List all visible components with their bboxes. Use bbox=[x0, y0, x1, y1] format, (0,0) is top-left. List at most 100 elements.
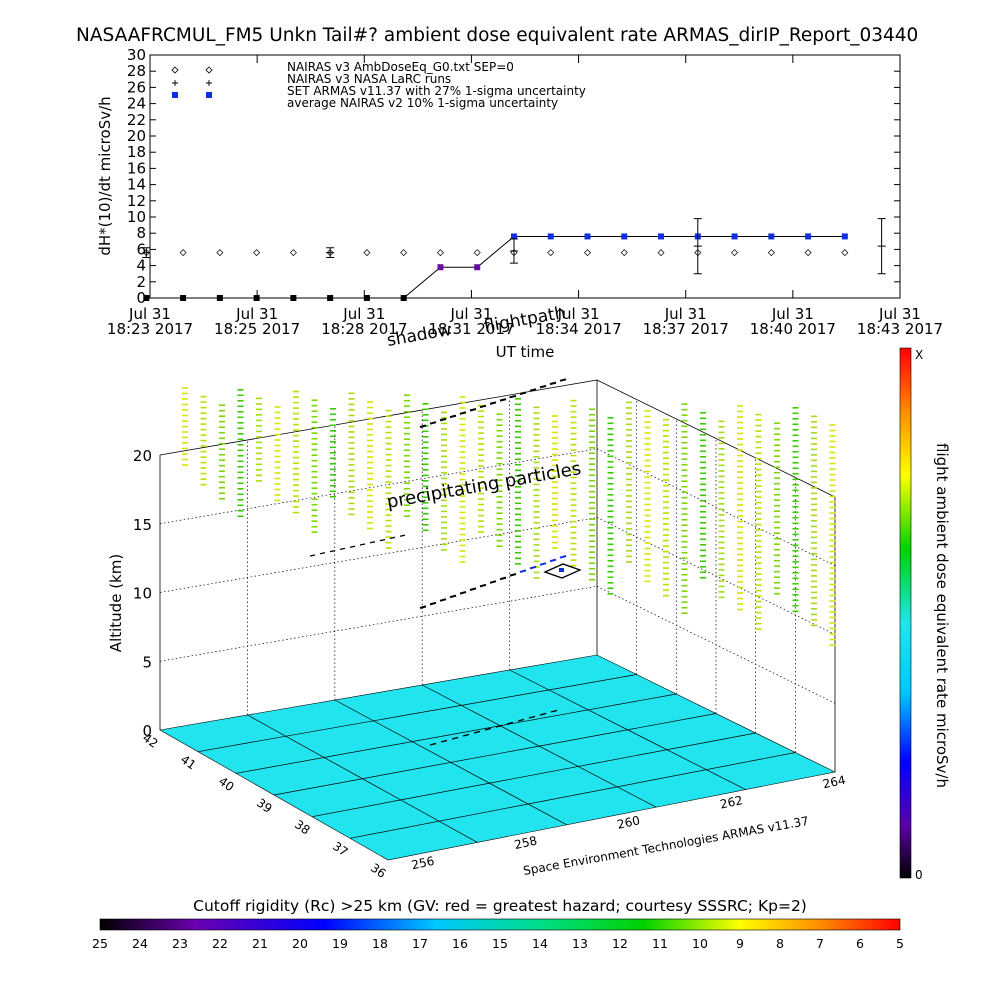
longitude-tick-label: 258 bbox=[513, 834, 538, 852]
x-tick-label-date: Jul 31 bbox=[878, 305, 921, 323]
shadow-path-mark bbox=[509, 394, 517, 399]
floor-track-mark bbox=[495, 724, 503, 728]
y-tick-label: 8 bbox=[136, 224, 146, 242]
precipitating-particles-dots bbox=[182, 387, 836, 646]
altitude-tick-label: 15 bbox=[133, 516, 152, 534]
x-tick-label-date: Jul 31 bbox=[771, 305, 814, 323]
floor-grid-line bbox=[235, 693, 677, 774]
error-bar bbox=[693, 218, 702, 275]
nairas-diamond-point bbox=[253, 249, 261, 257]
bottom-colorbar-tick-label: 8 bbox=[776, 936, 784, 951]
y-tick-label: 20 bbox=[127, 127, 146, 145]
altitude-tick-label: 5 bbox=[142, 653, 152, 671]
legend-label-1: NAIRAS v3 NASA LaRC runs bbox=[287, 72, 451, 86]
bottom-colorbar-tick-label: 24 bbox=[132, 936, 148, 951]
flight-path-mark bbox=[499, 576, 507, 581]
shadow-path-mark bbox=[439, 417, 447, 422]
altitude-axis-label: Altitude (km) bbox=[107, 554, 125, 652]
flight-path-mark bbox=[549, 558, 557, 563]
y-tick-label: 6 bbox=[136, 240, 146, 258]
armas-point bbox=[216, 295, 223, 301]
armas-line bbox=[146, 235, 845, 299]
top-y-axis-label: dH*(10)/dt microSv/h bbox=[96, 96, 114, 255]
x-tick-label-date: Jul 31 bbox=[557, 305, 600, 323]
floor-track-mark bbox=[539, 712, 547, 716]
shadow-path-mark bbox=[549, 381, 557, 386]
armas-point bbox=[731, 233, 738, 240]
armas-point bbox=[547, 233, 554, 240]
nairas-diamond-point bbox=[289, 249, 297, 257]
legend-label-2: SET ARMAS v11.37 with 27% 1-sigma uncert… bbox=[287, 84, 586, 98]
x-tick-label-date: Jul 31 bbox=[342, 305, 385, 323]
flight-path-mark bbox=[419, 605, 427, 609]
nairas-diamond-point bbox=[767, 249, 775, 257]
flight-path-mark bbox=[439, 598, 447, 602]
floor-track-mark bbox=[429, 742, 437, 746]
bottom-colorbar-tick-label: 12 bbox=[612, 936, 628, 951]
bottom-colorbar-tick-label: 9 bbox=[736, 936, 744, 951]
y-tick-label: 22 bbox=[127, 111, 146, 129]
legend-plus-symbol bbox=[172, 80, 178, 86]
bottom-colorbar-labels: 25 24 23 22 21 20 19 18 17 16 15 14 13 12 11 10 9 8 7 6 5 bbox=[92, 936, 904, 951]
error-bar bbox=[326, 247, 335, 258]
floor-track-mark bbox=[517, 718, 525, 722]
floor-grid-line bbox=[197, 674, 637, 753]
armas-point bbox=[621, 233, 628, 240]
x-tick-label-date: Jul 31 bbox=[664, 305, 707, 323]
armas-point bbox=[253, 295, 260, 301]
y-tick-label: 28 bbox=[127, 62, 146, 80]
bottom-colorbar-tick-label: 25 bbox=[92, 936, 108, 951]
top-legend: NAIRAS v3 AmbDoseEq_G0.txt SEP=0 NAIRAS … bbox=[171, 60, 586, 110]
armas-point bbox=[290, 295, 297, 301]
legend-diamond-symbol bbox=[205, 66, 213, 74]
bottom-colorbar-title: Cutoff rigidity (Rc) >25 km (GV: red = g… bbox=[193, 897, 807, 915]
right-colorbar-title: flight ambient dose equivalent rate micr… bbox=[933, 443, 951, 788]
shadow-path-mark bbox=[479, 404, 487, 409]
shadow-path-mark bbox=[469, 408, 477, 412]
x-tick-label-time: 18:37 2017 bbox=[643, 320, 729, 338]
flight-marker-point bbox=[559, 568, 564, 572]
bottom-colorbar-tick-label: 15 bbox=[492, 936, 508, 951]
armas-point bbox=[143, 295, 150, 301]
shadow-path-mark bbox=[359, 543, 366, 546]
bottom-colorbar-tick-label: 5 bbox=[896, 936, 904, 951]
y-tick-label: 4 bbox=[136, 257, 146, 275]
nairas-diamond-point bbox=[731, 249, 739, 257]
error-bar bbox=[142, 247, 151, 258]
flight-path-mark bbox=[529, 565, 537, 570]
floor-grid bbox=[197, 669, 796, 843]
legend-square-symbol bbox=[172, 92, 178, 98]
shadow-path-mark bbox=[459, 411, 467, 415]
bottom-colorbar-tick-label: 18 bbox=[372, 936, 388, 951]
x-tick-label-time: 18:28 2017 bbox=[321, 320, 407, 338]
bottom-colorbar-tick-label: 10 bbox=[692, 936, 708, 951]
right-colorbar bbox=[899, 347, 912, 879]
legend-label-0: NAIRAS v3 AmbDoseEq_G0.txt SEP=0 bbox=[287, 60, 514, 74]
armas-point bbox=[437, 264, 444, 271]
shadow-path-mark bbox=[339, 547, 346, 551]
wall-grid-line bbox=[159, 517, 598, 593]
chart-title: NASAAFRCMUL_FM5 Unkn Tail#? ambient dose… bbox=[76, 25, 918, 46]
nairas-diamond-point bbox=[620, 249, 628, 257]
y-tick-label: 24 bbox=[127, 95, 146, 113]
bottom-colorbar-tick-label: 7 bbox=[816, 936, 824, 951]
floor-track-mark bbox=[528, 715, 536, 719]
shadow-path-mark bbox=[419, 424, 427, 428]
bottom-colorbar-tick-label: 19 bbox=[332, 936, 348, 951]
nairas-diamond-point bbox=[179, 249, 187, 257]
longitude-tick-label: 256 bbox=[410, 854, 435, 872]
shadow-path-mark bbox=[309, 554, 316, 557]
shadow-path-mark bbox=[369, 541, 376, 544]
bottom-colorbar-tick-label: 6 bbox=[856, 936, 864, 951]
shadow-path-mark bbox=[499, 398, 507, 402]
x-tick-label-time: 18:25 2017 bbox=[214, 320, 300, 338]
floor-track-mark bbox=[484, 727, 492, 731]
nairas-diamond-point bbox=[584, 249, 591, 257]
altitude-tick-label: 20 bbox=[133, 447, 152, 465]
bottom-colorbar bbox=[99, 918, 901, 931]
latitude-tick-label: 40 bbox=[216, 774, 237, 794]
legend-plus-symbol bbox=[206, 80, 212, 86]
flight-path-mark bbox=[519, 569, 527, 573]
